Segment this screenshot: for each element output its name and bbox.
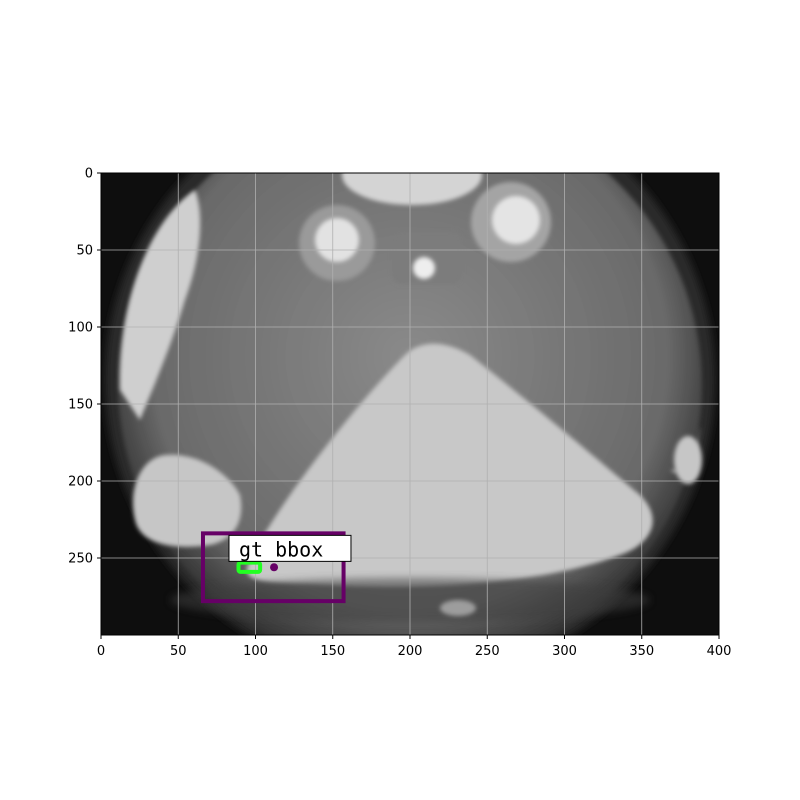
y-tick-label: 50 [76,244,93,259]
gt-bbox-rect [200,531,346,604]
x-tick-label: 0 [97,644,105,659]
x-tick-label: 200 [398,644,423,659]
pred-bbox-rect [236,560,263,574]
x-tick-label: 100 [243,644,268,659]
y-tick-label: 150 [68,398,93,413]
x-tick-label: 300 [552,644,577,659]
y-axis: 0 50 100 150 200 250 [68,167,101,567]
x-tick-label: 50 [170,644,187,659]
center-point-marker [270,563,279,572]
y-tick-label: 100 [68,321,93,336]
x-tick-label: 400 [707,644,732,659]
bbox-label: gt bbox [239,537,323,561]
x-tick-label: 250 [475,644,500,659]
annotations: gt bbox [200,531,352,604]
y-tick-label: 200 [68,475,93,490]
y-tick-label: 250 [68,552,93,567]
x-tick-label: 350 [629,644,654,659]
x-tick-label: 150 [320,644,345,659]
y-tick-label: 0 [85,167,93,182]
x-axis: 0 50 100 150 200 250 300 350 400 [97,635,732,659]
bbox-label-background [228,534,352,562]
